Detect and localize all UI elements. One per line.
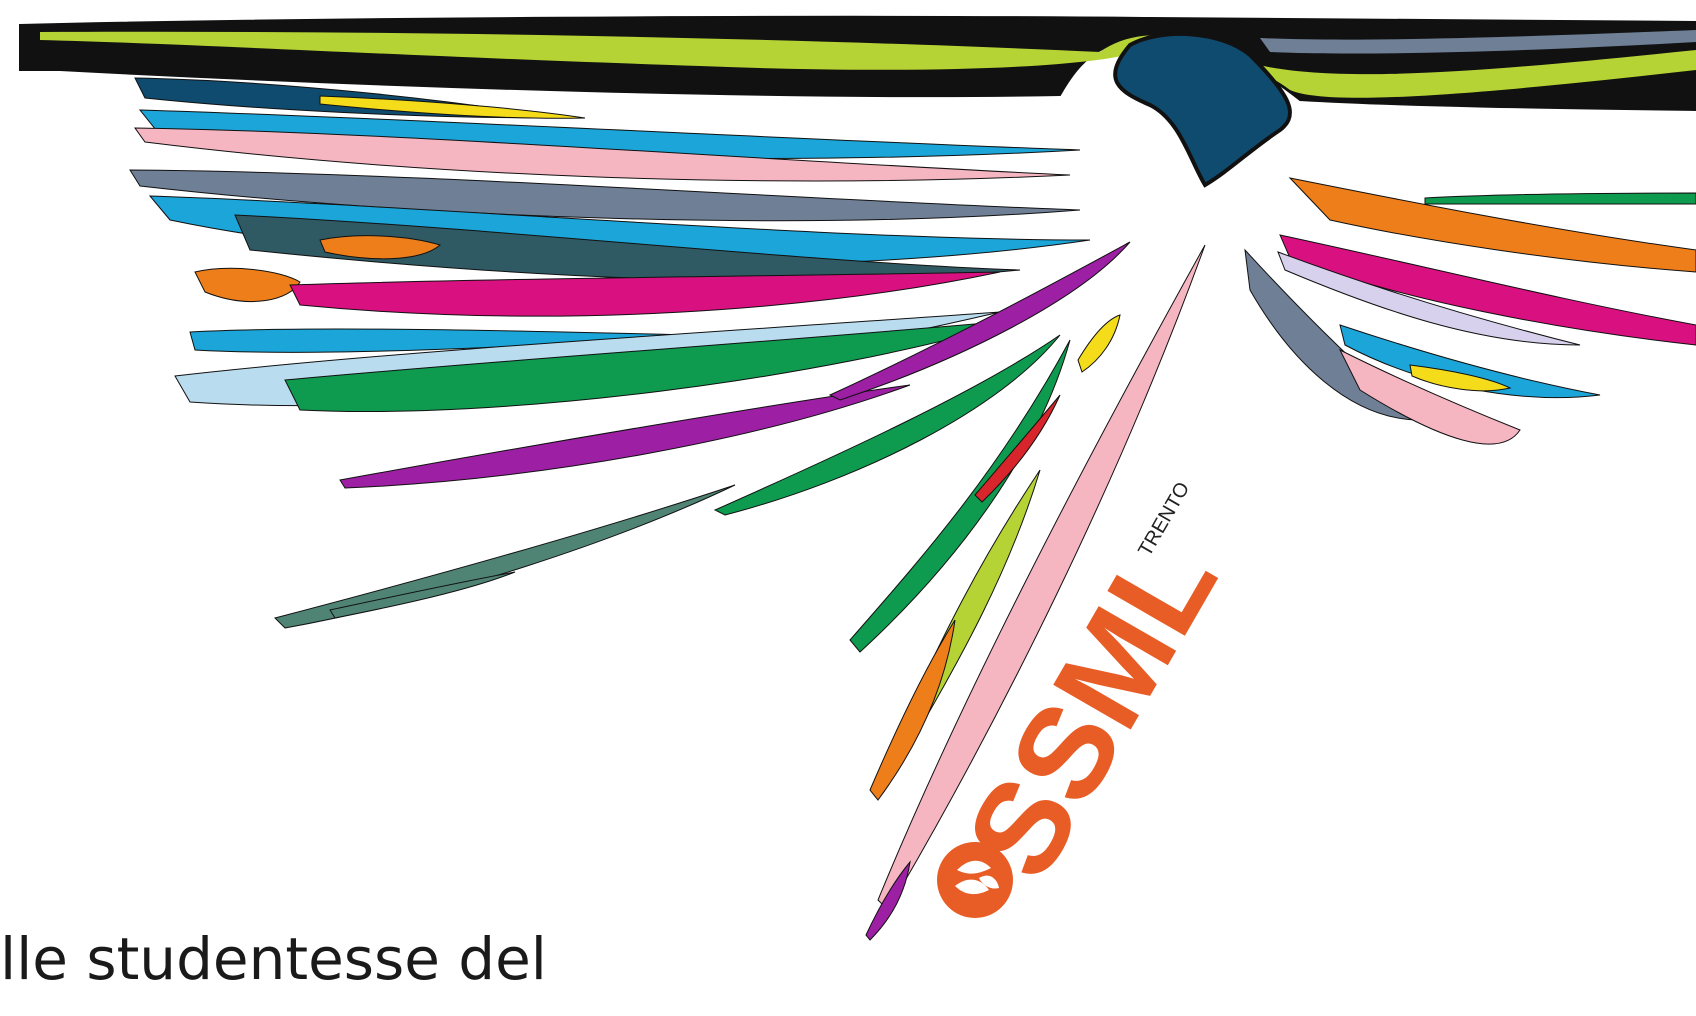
stroke-yellow-top	[319, 95, 586, 119]
top-slate-band	[1260, 30, 1696, 54]
top-lime-band	[40, 31, 1696, 98]
stroke-green-diagonal	[849, 339, 1071, 653]
navy-drip	[1113, 31, 1292, 188]
stroke-orange-right	[1288, 177, 1696, 273]
stroke-green-2	[713, 334, 1061, 516]
stroke-yellow-right	[1409, 364, 1512, 392]
stroke-pink-1	[134, 127, 1071, 182]
stroke-pink-right	[1338, 348, 1521, 445]
stroke-teal-lower	[329, 571, 516, 619]
stroke-purple-2	[828, 241, 1131, 401]
cropped-text-fragment	[0, 440, 10, 500]
stroke-orange-diagonal	[869, 619, 956, 801]
stroke-green-right	[1424, 192, 1696, 205]
cropped-text-fragment	[0, 372, 12, 432]
logo-mark-icon	[937, 842, 1013, 918]
stroke-darkteal	[234, 214, 1021, 282]
caption-text: lle studentesse del	[0, 925, 547, 993]
stroke-pink-diagonal	[877, 244, 1206, 911]
stroke-magenta-right	[1279, 234, 1696, 346]
stroke-orange-left	[194, 267, 301, 302]
stroke-yellow-small	[1077, 314, 1121, 373]
stroke-orange-mid	[319, 235, 442, 260]
stroke-magenta	[289, 271, 1001, 317]
stroke-red-diagonal	[974, 394, 1061, 503]
stroke-purple-bottom	[865, 860, 911, 941]
stroke-purple-1	[339, 384, 911, 489]
stroke-lilac-right	[1277, 251, 1581, 346]
